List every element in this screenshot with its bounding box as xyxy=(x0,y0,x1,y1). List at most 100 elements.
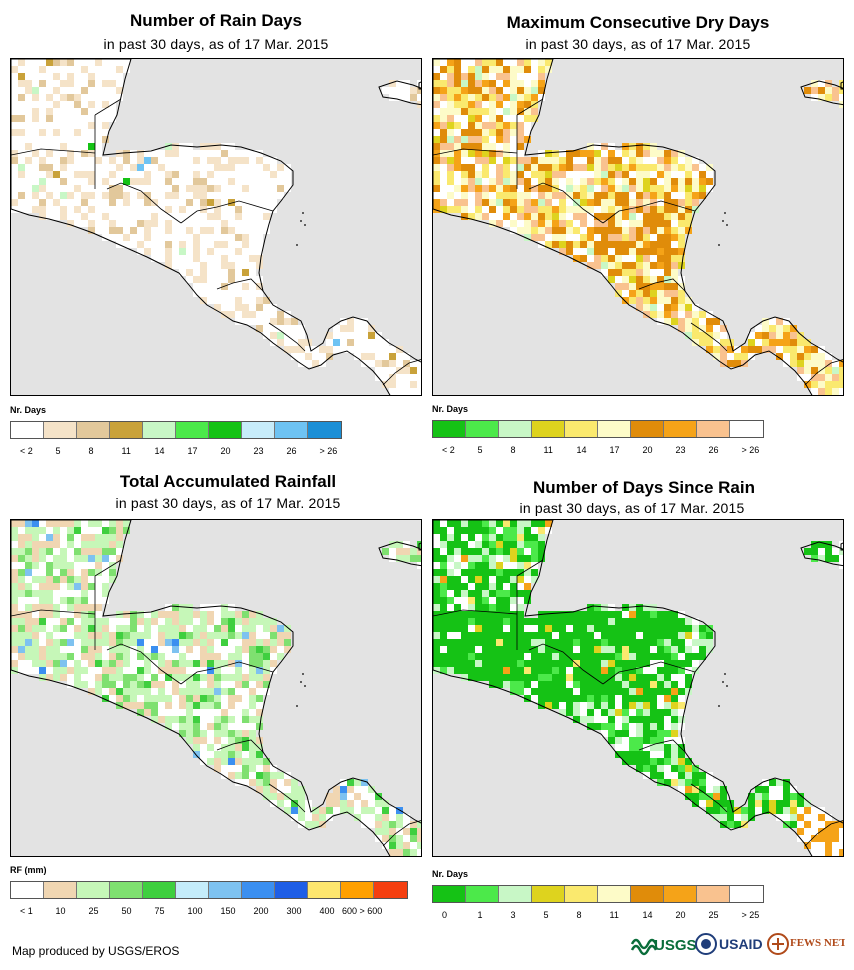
raster-cell xyxy=(573,709,580,716)
raster-cell xyxy=(594,639,601,646)
raster-cell xyxy=(249,653,256,660)
raster-cell xyxy=(524,192,531,199)
raster-cell xyxy=(256,772,263,779)
raster-cell xyxy=(776,325,783,332)
raster-cell xyxy=(664,262,671,269)
raster-cell xyxy=(559,206,566,213)
raster-cell xyxy=(517,157,524,164)
panel-2-map-svg xyxy=(433,59,843,395)
raster-cell xyxy=(538,527,545,534)
raster-cell xyxy=(671,269,678,276)
raster-cell xyxy=(447,101,454,108)
raster-cell xyxy=(186,709,193,716)
raster-cell xyxy=(454,534,461,541)
raster-cell xyxy=(25,583,32,590)
raster-cell xyxy=(221,604,228,611)
raster-cell xyxy=(221,765,228,772)
raster-cell xyxy=(221,758,228,765)
raster-cell xyxy=(475,646,482,653)
legend-label: 3 xyxy=(510,910,516,920)
raster-cell xyxy=(298,786,305,793)
raster-cell xyxy=(249,688,256,695)
raster-cell xyxy=(454,164,461,171)
raster-cell xyxy=(396,353,403,360)
raster-cell xyxy=(186,646,193,653)
raster-cell xyxy=(510,611,517,618)
raster-cell xyxy=(74,87,81,94)
raster-cell xyxy=(95,625,102,632)
raster-cell xyxy=(39,590,46,597)
raster-cell xyxy=(263,674,270,681)
raster-cell xyxy=(433,555,440,562)
raster-cell xyxy=(130,164,137,171)
raster-cell xyxy=(354,339,361,346)
raster-cell xyxy=(235,702,242,709)
raster-cell xyxy=(622,702,629,709)
raster-cell xyxy=(11,583,18,590)
raster-cell xyxy=(825,353,832,360)
raster-cell xyxy=(657,290,664,297)
raster-cell xyxy=(496,625,503,632)
raster-cell xyxy=(214,227,221,234)
raster-cell xyxy=(503,604,510,611)
raster-cell xyxy=(116,541,123,548)
raster-cell xyxy=(228,234,235,241)
raster-cell xyxy=(671,653,678,660)
raster-cell xyxy=(277,653,284,660)
raster-cell xyxy=(200,227,207,234)
raster-cell xyxy=(263,157,270,164)
raster-cell xyxy=(382,821,389,828)
raster-cell xyxy=(53,206,60,213)
raster-cell xyxy=(510,646,517,653)
island xyxy=(296,244,298,246)
raster-cell xyxy=(832,388,839,395)
raster-cell xyxy=(552,150,559,157)
raster-cell xyxy=(433,129,440,136)
raster-cell xyxy=(228,227,235,234)
raster-cell xyxy=(39,73,46,80)
raster-cell xyxy=(622,297,629,304)
raster-cell xyxy=(263,681,270,688)
raster-cell xyxy=(81,59,88,66)
legend-label: 200 xyxy=(253,906,269,916)
raster-cell xyxy=(193,723,200,730)
raster-cell xyxy=(305,360,312,367)
raster-cell xyxy=(615,730,622,737)
raster-cell xyxy=(88,688,95,695)
raster-cell xyxy=(678,618,685,625)
raster-cell xyxy=(559,688,566,695)
raster-cell xyxy=(116,653,123,660)
raster-cell xyxy=(692,206,699,213)
raster-cell xyxy=(475,618,482,625)
raster-cell xyxy=(235,751,242,758)
raster-cell xyxy=(214,751,221,758)
raster-cell xyxy=(664,178,671,185)
raster-cell xyxy=(39,157,46,164)
raster-cell xyxy=(137,667,144,674)
country-border xyxy=(216,278,264,292)
raster-cell xyxy=(396,541,403,548)
raster-cell xyxy=(671,779,678,786)
raster-cell xyxy=(32,164,39,171)
raster-cell xyxy=(18,632,25,639)
raster-cell xyxy=(601,227,608,234)
raster-cell xyxy=(657,667,664,674)
raster-cell xyxy=(559,625,566,632)
raster-cell xyxy=(503,611,510,618)
raster-cell xyxy=(151,220,158,227)
raster-cell xyxy=(433,562,440,569)
raster-cell xyxy=(468,199,475,206)
raster-cell xyxy=(811,548,818,555)
raster-cell xyxy=(284,639,291,646)
raster-cell xyxy=(11,555,18,562)
raster-cell xyxy=(32,576,39,583)
raster-cell xyxy=(102,660,109,667)
raster-cell xyxy=(524,157,531,164)
raster-cell xyxy=(277,332,284,339)
panel-3-map-svg xyxy=(11,520,421,856)
raster-cell xyxy=(277,192,284,199)
raster-cell xyxy=(622,723,629,730)
raster-cell xyxy=(60,618,67,625)
raster-cell xyxy=(284,346,291,353)
raster-cell xyxy=(496,157,503,164)
